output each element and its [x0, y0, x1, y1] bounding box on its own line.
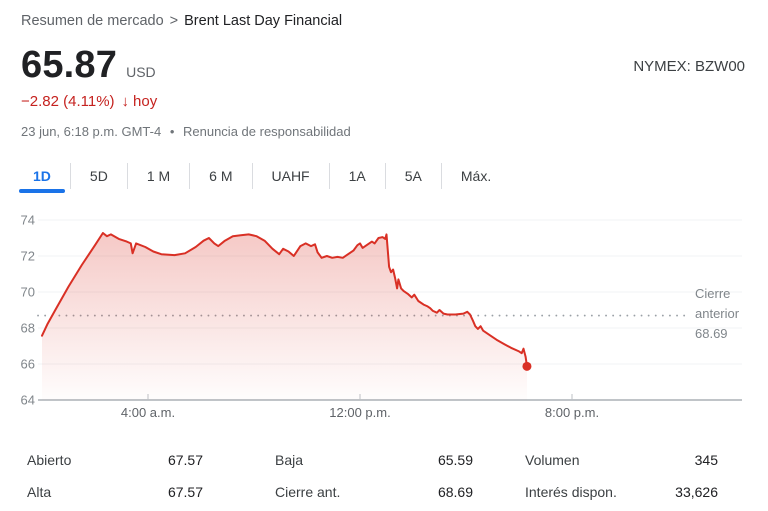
svg-text:68: 68	[21, 321, 35, 336]
price-change-value: −2.82 (4.11%)	[21, 93, 115, 110]
tab-divider	[440, 163, 442, 189]
tab-divider	[384, 163, 386, 189]
svg-text:64: 64	[21, 393, 35, 408]
dot-separator: •	[169, 124, 175, 139]
last-price-dot	[522, 361, 532, 371]
price-change-period: hoy	[133, 93, 158, 110]
stat-volume: Volumen 345	[525, 452, 718, 468]
currency-label: USD	[126, 64, 156, 80]
stat-high: Alta 67.57	[27, 484, 203, 500]
stat-low: Baja 65.59	[275, 452, 473, 468]
x-axis: 4:00 a.m. 12:00 p.m. 8:00 p.m.	[121, 394, 599, 420]
svg-text:66: 66	[21, 357, 35, 372]
current-price: 65.87	[21, 44, 118, 86]
svg-text:72: 72	[21, 249, 35, 264]
tab-1d[interactable]: 1D	[14, 158, 70, 194]
previous-close-text: Cierre anterior	[695, 286, 740, 321]
tab-uahf[interactable]: UAHF	[271, 168, 310, 184]
tab-divider	[126, 163, 128, 189]
stat-prev-close: Cierre ant. 68.69	[275, 484, 473, 500]
tab-6m[interactable]: 6 M	[209, 168, 233, 184]
svg-text:70: 70	[21, 285, 35, 300]
page-title: Brent Last Day Financial	[184, 13, 343, 29]
stats-column: Baja 65.59 Cierre ant. 68.69	[275, 444, 473, 508]
price-change-row: −2.82 (4.11%) ↓ hoy	[21, 93, 157, 110]
timestamp-row: 23 jun, 6:18 p.m. GMT-4 • Renuncia de re…	[21, 124, 351, 139]
tab-1m[interactable]: 1 M	[146, 168, 171, 184]
tab-max[interactable]: Máx.	[460, 168, 492, 184]
arrow-down-icon: ↓	[121, 93, 130, 110]
previous-close-annotation: Cierre anterior 68.69	[695, 284, 761, 344]
tab-divider	[69, 163, 71, 189]
active-tab-underline	[19, 189, 65, 193]
stat-open: Abierto 67.57	[27, 452, 203, 468]
svg-text:8:00 p.m.: 8:00 p.m.	[545, 405, 599, 420]
svg-text:4:00 a.m.: 4:00 a.m.	[121, 405, 175, 420]
price-line	[41, 232, 528, 368]
breadcrumb: Resumen de mercado > Brent Last Day Financ…	[21, 13, 342, 29]
svg-text:12:00 p.m.: 12:00 p.m.	[329, 405, 390, 420]
tab-divider	[328, 163, 330, 189]
svg-text:74: 74	[21, 213, 35, 228]
previous-close-value: 68.69	[695, 326, 728, 341]
tab-5d[interactable]: 5D	[89, 168, 108, 184]
stats-column: Volumen 345 Interés dispon. 33,626	[525, 444, 718, 508]
breadcrumb-separator: >	[169, 13, 179, 29]
price-row: 65.87 USD	[21, 44, 156, 87]
chart-area[interactable]: 74 72 70 68 66 64 4:00 a.m. 12:00 p.m. 8:00 p.m…	[0, 198, 768, 430]
exchange-ticker: NYMEX: BZW00	[633, 58, 745, 75]
y-axis-labels: 74 72 70 68 66 64	[21, 213, 35, 408]
price-area-fill	[42, 233, 527, 400]
time-range-tabs: 1D 5D 1 M 6 M UAHF 1A 5A Máx.	[14, 158, 510, 194]
tab-1a[interactable]: 1A	[348, 168, 366, 184]
tab-divider	[189, 163, 191, 189]
stats-column: Abierto 67.57 Alta 67.57	[27, 444, 203, 508]
quote-timestamp: 23 jun, 6:18 p.m. GMT-4	[21, 124, 162, 139]
tab-divider	[251, 163, 253, 189]
breadcrumb-market-summary-link[interactable]: Resumen de mercado	[21, 13, 164, 29]
stats-table: Abierto 67.57 Alta 67.57 Baja 65.59 Cier…	[27, 444, 718, 508]
price-chart: 74 72 70 68 66 64 4:00 a.m. 12:00 p.m. 8:00 p.m…	[21, 213, 742, 420]
tab-5a[interactable]: 5A	[404, 168, 422, 184]
disclaimer-link[interactable]: Renuncia de responsabilidad	[183, 124, 351, 139]
stat-open-interest: Interés dispon. 33,626	[525, 484, 718, 500]
